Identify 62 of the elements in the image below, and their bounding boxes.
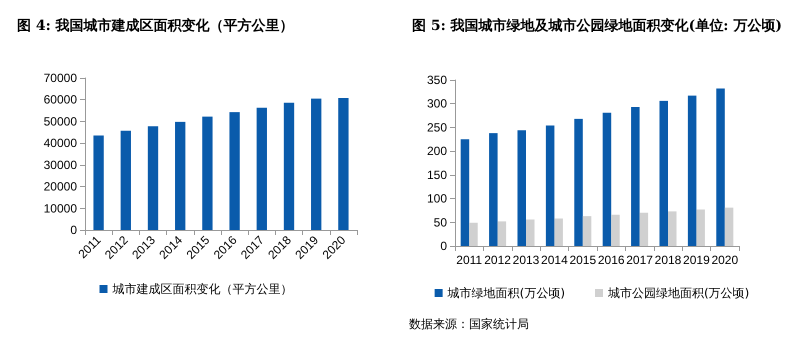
y-tick-label: 150 bbox=[426, 168, 448, 182]
bar bbox=[668, 211, 677, 246]
y-tick-label: 0 bbox=[440, 239, 448, 253]
bar bbox=[148, 126, 158, 230]
bar bbox=[284, 102, 294, 230]
bar bbox=[93, 136, 104, 230]
y-tick-label: 50000 bbox=[44, 114, 78, 128]
bar bbox=[724, 208, 734, 246]
bar bbox=[546, 126, 554, 246]
legend-label: 城市公园绿地面积(万公顷) bbox=[607, 286, 750, 300]
y-tick-label: 300 bbox=[426, 96, 448, 111]
bar bbox=[489, 133, 498, 246]
bar bbox=[120, 130, 131, 230]
bar bbox=[696, 209, 705, 246]
y-tick-label: 250 bbox=[426, 120, 448, 134]
bar bbox=[229, 112, 240, 230]
legend-label: 城市建成区面积变化（平方公里） bbox=[112, 282, 292, 296]
bar bbox=[517, 130, 526, 246]
bar bbox=[175, 122, 186, 230]
bar bbox=[582, 216, 592, 246]
y-tick-label: 70000 bbox=[44, 71, 78, 85]
bar bbox=[716, 88, 725, 246]
chart-title: 图 4: 我国城市建成区面积变化（平方公里） bbox=[17, 17, 294, 34]
bar bbox=[574, 118, 583, 246]
bar bbox=[631, 107, 640, 246]
bar bbox=[554, 218, 563, 246]
y-tick-label: 200 bbox=[426, 144, 448, 158]
y-tick-label: 60000 bbox=[44, 92, 78, 107]
x-tick-label: 2012 bbox=[484, 253, 512, 267]
y-tick-label: 350 bbox=[426, 73, 448, 87]
x-tick-label: 2011 bbox=[456, 253, 482, 267]
bar bbox=[256, 108, 267, 230]
x-tick-label: 2020 bbox=[711, 253, 738, 267]
x-tick-label: 2018 bbox=[654, 253, 682, 267]
bar bbox=[469, 222, 478, 246]
x-tick-label: 2014 bbox=[541, 253, 568, 267]
chart-title: 图 5: 我国城市绿地及城市公园绿地面积变化(单位: 万公顷) bbox=[412, 17, 782, 34]
bar bbox=[688, 96, 696, 246]
x-tick-label: 2017 bbox=[626, 253, 654, 267]
y-tick-label: 20000 bbox=[44, 180, 78, 194]
y-tick-label: 0 bbox=[70, 223, 78, 237]
source-note: 数据来源：国家统计局 bbox=[409, 317, 529, 331]
bar bbox=[498, 221, 506, 246]
x-tick-label: 2015 bbox=[569, 253, 596, 267]
bar bbox=[202, 116, 213, 230]
y-tick-label: 10000 bbox=[44, 201, 78, 216]
y-tick-label: 40000 bbox=[44, 136, 78, 150]
bar bbox=[659, 100, 668, 246]
legend-label: 城市绿地面积(万公顷) bbox=[446, 286, 566, 300]
bar bbox=[602, 112, 612, 246]
y-tick-label: 100 bbox=[426, 192, 448, 206]
y-tick-label: 30000 bbox=[44, 158, 78, 172]
bar bbox=[640, 212, 648, 246]
bar bbox=[460, 139, 470, 246]
bar bbox=[526, 219, 535, 246]
y-tick-label: 50 bbox=[434, 215, 448, 230]
x-tick-label: 2016 bbox=[598, 253, 625, 267]
bar bbox=[338, 98, 349, 230]
bar bbox=[311, 98, 322, 230]
bar bbox=[611, 214, 620, 246]
x-tick-label: 2019 bbox=[683, 253, 710, 267]
x-tick-label: 2013 bbox=[512, 253, 540, 267]
